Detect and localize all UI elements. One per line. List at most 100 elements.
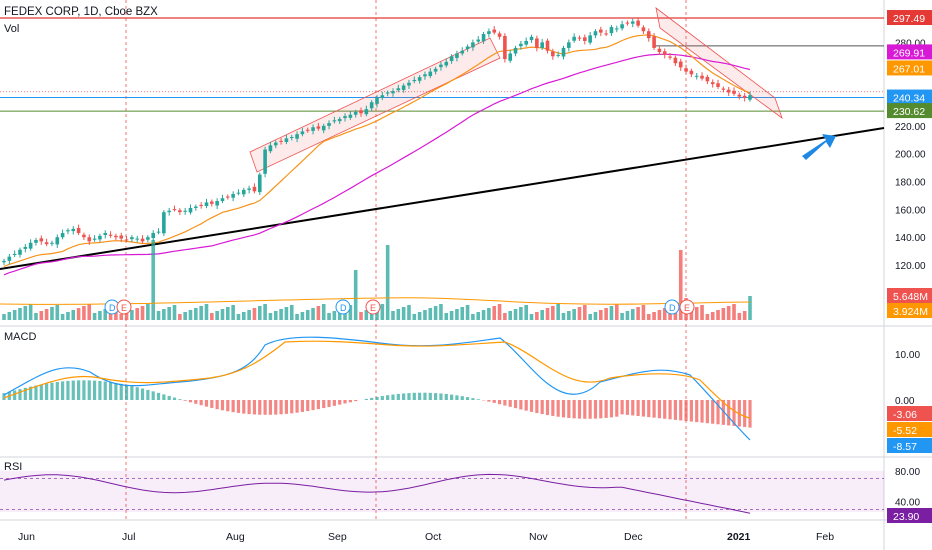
volume-bar [556,304,560,320]
macd-hist-bar [167,395,171,400]
macd-hist-bar [577,400,582,419]
candle-body [396,88,401,91]
macd-hist-bar [348,400,352,403]
volume-bar [439,304,443,320]
event-marker [664,299,680,315]
macd-hist-bar [119,383,123,400]
volume-bar [204,304,209,320]
volume-bar [742,311,747,320]
macd-signal-badge-label: -5.52 [893,425,917,437]
macd-hist-bar [290,400,294,414]
macd-hist-bar [263,400,267,415]
macd-hist-bar [295,400,299,413]
macd-hist-bar [178,399,182,400]
candle-body [535,38,539,48]
macd-hist-bar [450,394,454,400]
candle-body [583,37,587,41]
macd-hist-bar [689,400,693,422]
macd-hist-bar [487,400,491,402]
candle-body [92,238,97,240]
candle-body [412,79,417,82]
volume-bar [710,312,715,320]
candle-body [289,136,294,138]
macd-hist-bar [700,400,704,423]
candle-body [162,212,166,234]
volume-bar [481,310,486,320]
macd-hist-bar [188,400,193,403]
dividend-marker-label: D [340,303,347,313]
macd-hist-bar [615,400,619,417]
volume-bar [604,308,608,320]
candle-body [23,246,28,249]
macd-hist-bar [524,400,528,411]
candle-body [471,42,475,48]
macd-hist-bar [668,400,672,420]
volume-bar [130,310,134,320]
macd-hist-bar [428,392,432,400]
candle-body [556,54,560,56]
macd-hist-bar [402,393,406,400]
candle-body [678,61,683,68]
candle-body [172,209,177,211]
volume-bar [252,308,257,320]
macd-hist-bar [215,400,219,410]
macd-hist-bar [354,400,358,402]
volume-bar [220,309,225,320]
volume-bar [657,310,662,320]
candle-body [487,31,491,35]
macd-hist-bar [34,385,38,400]
macd-hist-bar [135,387,139,400]
candle-body [18,249,22,255]
macd-hist-bar [39,384,43,400]
candle-body [332,120,337,122]
volume-bar [444,313,449,320]
candle-body [60,233,65,238]
macd-hist-bar [497,400,502,405]
event-marker [365,299,381,315]
candle-body [124,239,129,241]
macd-hist-bar [620,400,624,415]
volume-bar [337,309,342,320]
volume-bar [455,309,459,320]
volume-bar [50,307,54,320]
candle-body [247,188,251,190]
macd-hist-bar [236,400,241,413]
candle-body [476,39,481,42]
macd-hist-badge [887,406,932,421]
macd-hist-bar [673,400,677,420]
candle-body [433,68,438,72]
volume-bar [476,312,481,320]
time-axis-label: Sep [328,531,347,543]
candle-body [710,82,715,85]
candle-body [359,110,363,114]
candle-body [71,228,76,232]
candle-body [428,71,433,77]
macd-hist-bar [183,400,187,401]
candle-body [2,260,6,263]
candle-body [353,111,358,115]
volume-bar [135,308,140,320]
volume-bar [151,240,155,320]
last-price-badge-label: 267.01 [893,63,925,75]
rsi-value-badge-label: 23.90 [893,511,919,523]
macd-hist-bar [663,400,667,419]
dividend-marker-label: D [109,303,116,313]
volume-bar [140,306,145,320]
volume-bar [87,304,92,320]
candle-body [417,77,422,81]
time-axis-label: Oct [425,531,441,543]
volume-bar [247,310,251,320]
earnings-marker-label: E [121,303,127,313]
candle-body [369,102,374,109]
dividend-marker-label: D [669,303,676,313]
candle-body [599,29,603,33]
volume-bar [471,314,475,320]
volume-bar [423,310,427,320]
time-axis-label: 2021 [727,531,751,543]
macd-hist-bar [338,400,342,405]
volume-bar [353,270,358,320]
candle-body [513,47,518,54]
volume-bar [737,313,742,320]
macd-signal-badge [887,422,932,437]
